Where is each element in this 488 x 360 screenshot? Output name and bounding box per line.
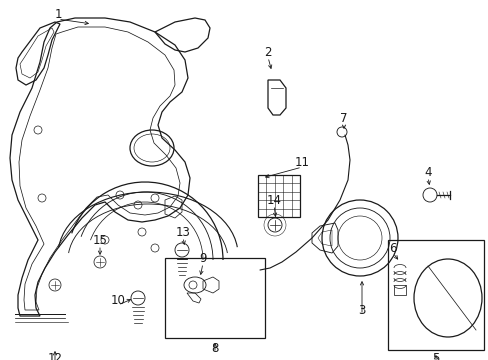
Text: 13: 13 bbox=[175, 225, 190, 238]
Bar bbox=[258, 175, 299, 217]
Text: 12: 12 bbox=[47, 351, 62, 360]
Text: 9: 9 bbox=[199, 252, 206, 265]
Text: 6: 6 bbox=[388, 242, 396, 255]
Text: 14: 14 bbox=[266, 194, 281, 207]
Text: 10: 10 bbox=[110, 293, 125, 306]
Bar bbox=[393, 285, 405, 295]
Text: 7: 7 bbox=[340, 112, 347, 125]
Text: 2: 2 bbox=[264, 45, 271, 58]
Bar bbox=[387, 240, 483, 350]
Text: 8: 8 bbox=[211, 342, 218, 355]
Bar bbox=[164, 258, 264, 338]
Text: 11: 11 bbox=[294, 156, 309, 168]
Text: 3: 3 bbox=[358, 303, 365, 316]
Text: 15: 15 bbox=[92, 234, 107, 247]
Text: 1: 1 bbox=[54, 8, 61, 21]
Text: 4: 4 bbox=[424, 166, 431, 179]
Text: 5: 5 bbox=[431, 351, 439, 360]
